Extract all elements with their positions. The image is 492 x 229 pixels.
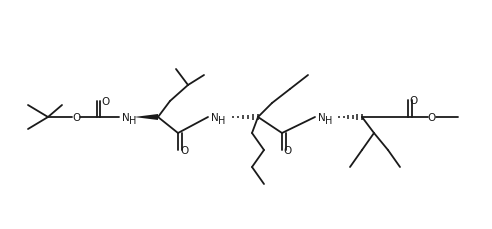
Polygon shape	[134, 114, 158, 120]
Text: N: N	[122, 112, 130, 123]
Text: O: O	[101, 97, 109, 106]
Text: H: H	[129, 115, 137, 125]
Text: O: O	[72, 112, 80, 123]
Text: H: H	[325, 115, 333, 125]
Text: O: O	[180, 145, 188, 155]
Text: N: N	[318, 112, 326, 123]
Text: N: N	[211, 112, 219, 123]
Text: O: O	[428, 112, 436, 123]
Text: O: O	[284, 145, 292, 155]
Text: O: O	[410, 95, 418, 106]
Text: H: H	[218, 115, 226, 125]
